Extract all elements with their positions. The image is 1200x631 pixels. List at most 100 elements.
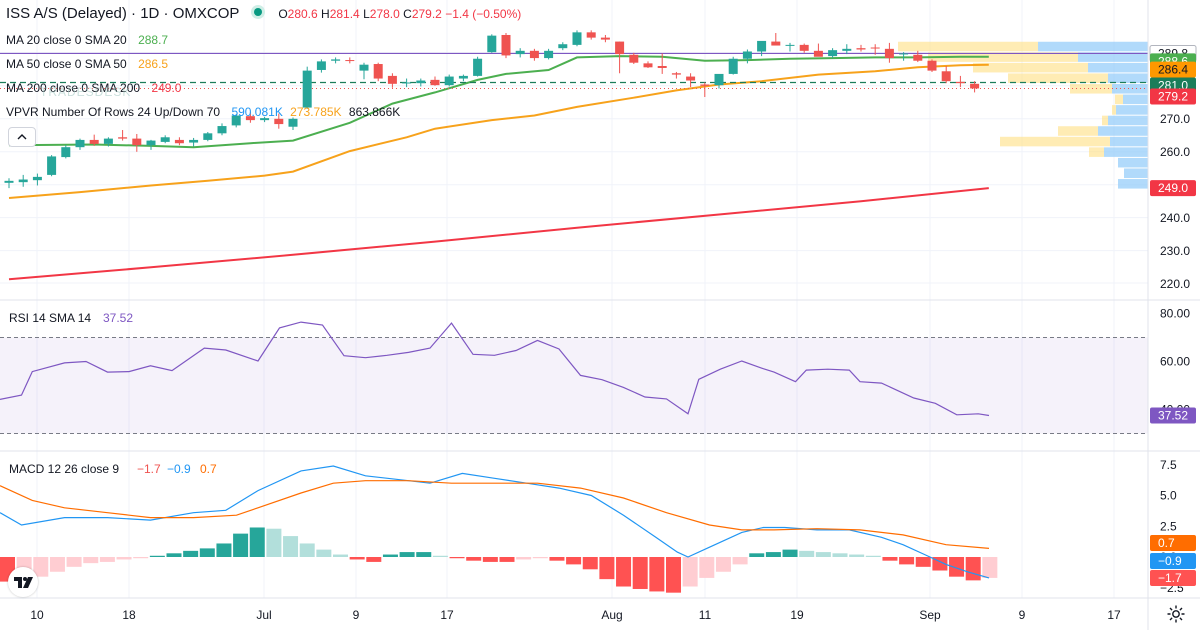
macd-histogram-bar xyxy=(233,533,249,557)
gear-icon[interactable] xyxy=(1164,602,1188,626)
vpvr-down-bar xyxy=(898,41,1038,52)
candle-body xyxy=(288,118,298,127)
candle-body xyxy=(245,116,255,121)
candle-body xyxy=(842,48,852,51)
macd-histogram-bar xyxy=(765,552,781,557)
vpvr-down-bar xyxy=(928,52,1078,62)
candle-body xyxy=(714,73,724,86)
ma200-path xyxy=(8,187,989,281)
symbol-title[interactable]: ISS A/S (Delayed) · 1D · OMXCOP xyxy=(6,5,240,22)
macd-histogram-bar xyxy=(666,557,681,593)
time-axis[interactable]: 10 18 Jul 9 17 Aug 11 19 Sep 9 17 xyxy=(30,608,1121,622)
tradingview-logo-shape xyxy=(14,577,33,588)
macd-value-badge-label: −1.7 xyxy=(1158,571,1182,585)
macd-value-badge xyxy=(1150,570,1196,586)
candle-body xyxy=(387,75,397,84)
candle-body xyxy=(884,48,894,59)
candle-body xyxy=(615,41,625,55)
collapse-legend-button[interactable] xyxy=(8,127,36,147)
macd-histogram-bar xyxy=(266,528,282,557)
time-tick-label: 18 xyxy=(122,608,136,622)
time-tick-label: Aug xyxy=(601,608,622,622)
candle-body xyxy=(572,32,582,45)
price-axis[interactable]: 270.0260.0250.0240.0230.0220.0289.8288.6… xyxy=(1149,44,1197,595)
macd-histogram-bar xyxy=(549,557,565,561)
candle-body xyxy=(189,139,199,143)
macd-histogram-bar xyxy=(283,536,299,557)
macd-histogram-bar xyxy=(982,557,998,578)
macd-signal-badge-label: −0.9 xyxy=(1158,554,1182,568)
macd-histogram-bar xyxy=(849,554,865,557)
vpvr-up-bar xyxy=(1104,147,1148,157)
candle-body xyxy=(89,139,99,144)
time-tick-label: 9 xyxy=(353,608,360,622)
candle-body xyxy=(32,176,42,181)
rsi-tick-label: 80.00 xyxy=(1160,307,1190,321)
macd-histogram-bar xyxy=(965,557,981,581)
macd-histogram-bar xyxy=(99,557,115,562)
macd-histogram-bar xyxy=(699,557,715,578)
candle-body xyxy=(643,63,653,68)
vpvr-up-bar xyxy=(1108,115,1148,126)
macd-histogram-bar xyxy=(432,555,448,557)
ma200-legend[interactable]: MA 200 close 0 SMA 200 249.0 xyxy=(6,81,181,95)
macd-histogram-bar xyxy=(516,557,532,560)
tradingview-logo-icon[interactable] xyxy=(8,567,38,597)
symbol-row[interactable]: ISS A/S (Delayed) · 1D · OMXCOP O280.6 H… xyxy=(6,5,521,23)
macd-histogram-bar xyxy=(399,552,415,557)
macd-histogram-bar xyxy=(582,557,598,570)
candle-body xyxy=(274,118,284,125)
vpvr-down-bar xyxy=(1070,83,1112,94)
macd-histogram-bar xyxy=(133,557,149,559)
macd-histogram-bar xyxy=(466,557,482,561)
open-label: O xyxy=(278,7,288,21)
macd-pane xyxy=(0,465,998,593)
rsi-value-badge-label: 37.52 xyxy=(1158,408,1188,422)
gear-shape xyxy=(1167,605,1185,623)
vpvr-down-bar xyxy=(973,62,1088,73)
volume-profile xyxy=(898,41,1148,189)
ma50-legend[interactable]: MA 50 close 0 SMA 50 286.5 xyxy=(6,57,168,71)
vpvr-down-bar xyxy=(1089,147,1104,157)
macd-histogram-bar xyxy=(649,557,665,592)
ma20-legend[interactable]: MA 20 close 0 SMA 20 288.7 xyxy=(6,33,168,47)
candle-body xyxy=(118,137,128,139)
macd-histogram-bar xyxy=(349,557,365,560)
candle-body xyxy=(870,47,880,49)
vpvr-total-value: 863.866K xyxy=(348,105,401,119)
vpvr-label: VPVR Number Of Rows 24 Up/Down 70 xyxy=(6,105,221,119)
market-open-dot-icon xyxy=(253,8,262,16)
candle-body xyxy=(941,71,951,82)
candle-body xyxy=(473,58,483,76)
macd-histogram-bar xyxy=(416,552,432,557)
price-badge-ma50 xyxy=(1150,61,1196,78)
vpvr-up-bar xyxy=(1078,52,1148,62)
candle-body xyxy=(146,140,156,146)
candle-body xyxy=(47,156,57,175)
macd-signal-line xyxy=(0,480,990,549)
candle-body xyxy=(629,54,639,63)
candles xyxy=(4,30,980,189)
vpvr-up-bar xyxy=(1118,179,1148,189)
time-tick-label: 9 xyxy=(1019,608,1026,622)
vpvr-legend[interactable]: VPVR Number Of Rows 24 Up/Down 70 590.08… xyxy=(6,105,400,119)
macd-histogram-bar xyxy=(799,550,815,557)
ma200-label: MA 200 close 0 SMA 200 xyxy=(6,81,141,95)
vpvr-down-bar xyxy=(1058,126,1098,136)
vpvr-down-bar xyxy=(1000,136,1110,147)
change-value: −1.4 (−0.50%) xyxy=(445,7,522,21)
macd-line xyxy=(0,465,990,579)
candle-body xyxy=(686,76,696,81)
macd-histogram-bar xyxy=(715,557,731,572)
candle-body xyxy=(742,51,752,59)
candle-body xyxy=(444,76,454,86)
macd-histogram-bar xyxy=(149,555,165,557)
macd-histogram-bar xyxy=(183,550,199,557)
vpvr-up-bar xyxy=(1116,105,1148,115)
vpvr-down-value: 273.785K xyxy=(290,105,342,119)
price-tick-label: 230.0 xyxy=(1160,244,1190,258)
candle-body xyxy=(899,53,909,55)
candle-body xyxy=(529,50,539,59)
